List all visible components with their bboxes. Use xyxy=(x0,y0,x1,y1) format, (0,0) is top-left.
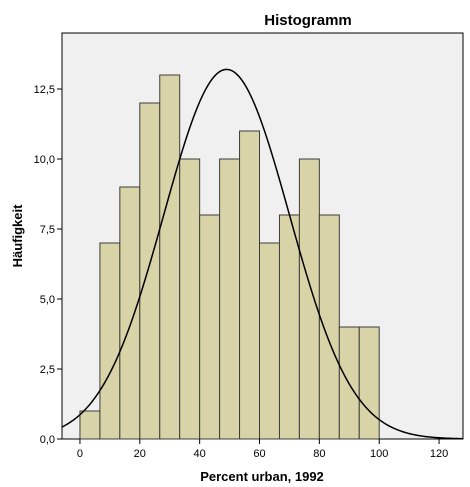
y-tick-label: 2,5 xyxy=(40,364,55,376)
histogram-bar xyxy=(219,158,241,440)
x-tick-label: 120 xyxy=(430,448,448,460)
y-axis: 0,0 2,5 5,0 7,5 10,0 12,5 xyxy=(34,84,62,446)
histogram-bar xyxy=(199,214,221,440)
histogram-bar xyxy=(239,130,261,440)
y-tick-label: 0,0 xyxy=(40,434,55,446)
histogram-bar xyxy=(99,242,121,440)
x-tick-label: 40 xyxy=(194,448,206,460)
chart-title: Histogramm xyxy=(264,12,352,29)
x-tick-label: 100 xyxy=(370,448,388,460)
normal-curve xyxy=(61,68,464,440)
y-tick-label: 7,5 xyxy=(40,224,55,236)
y-tick-label: 5,0 xyxy=(40,294,55,306)
histogram-bar xyxy=(298,158,320,440)
histogram-bar xyxy=(358,326,380,440)
x-tick-label: 60 xyxy=(253,448,265,460)
x-axis-label: Percent urban, 1992 xyxy=(200,469,324,484)
histogram-bar xyxy=(79,410,101,440)
x-axis: 0 20 40 60 80 100 120 xyxy=(77,439,448,460)
histogram-bar xyxy=(318,214,340,440)
x-tick-label: 20 xyxy=(134,448,146,460)
histogram-bar xyxy=(278,214,300,440)
y-tick-label: 12,5 xyxy=(34,84,55,96)
bars-group xyxy=(79,74,380,440)
y-axis-label: Häufigkeit xyxy=(10,204,25,268)
x-tick-label: 0 xyxy=(77,448,83,460)
histogram-bar xyxy=(119,186,141,440)
y-tick-label: 10,0 xyxy=(34,154,55,166)
histogram-bar xyxy=(139,102,161,440)
histogram-bar xyxy=(259,242,280,440)
x-tick-label: 80 xyxy=(313,448,325,460)
histogram-bar xyxy=(179,158,201,440)
histogram-bar xyxy=(159,74,181,440)
